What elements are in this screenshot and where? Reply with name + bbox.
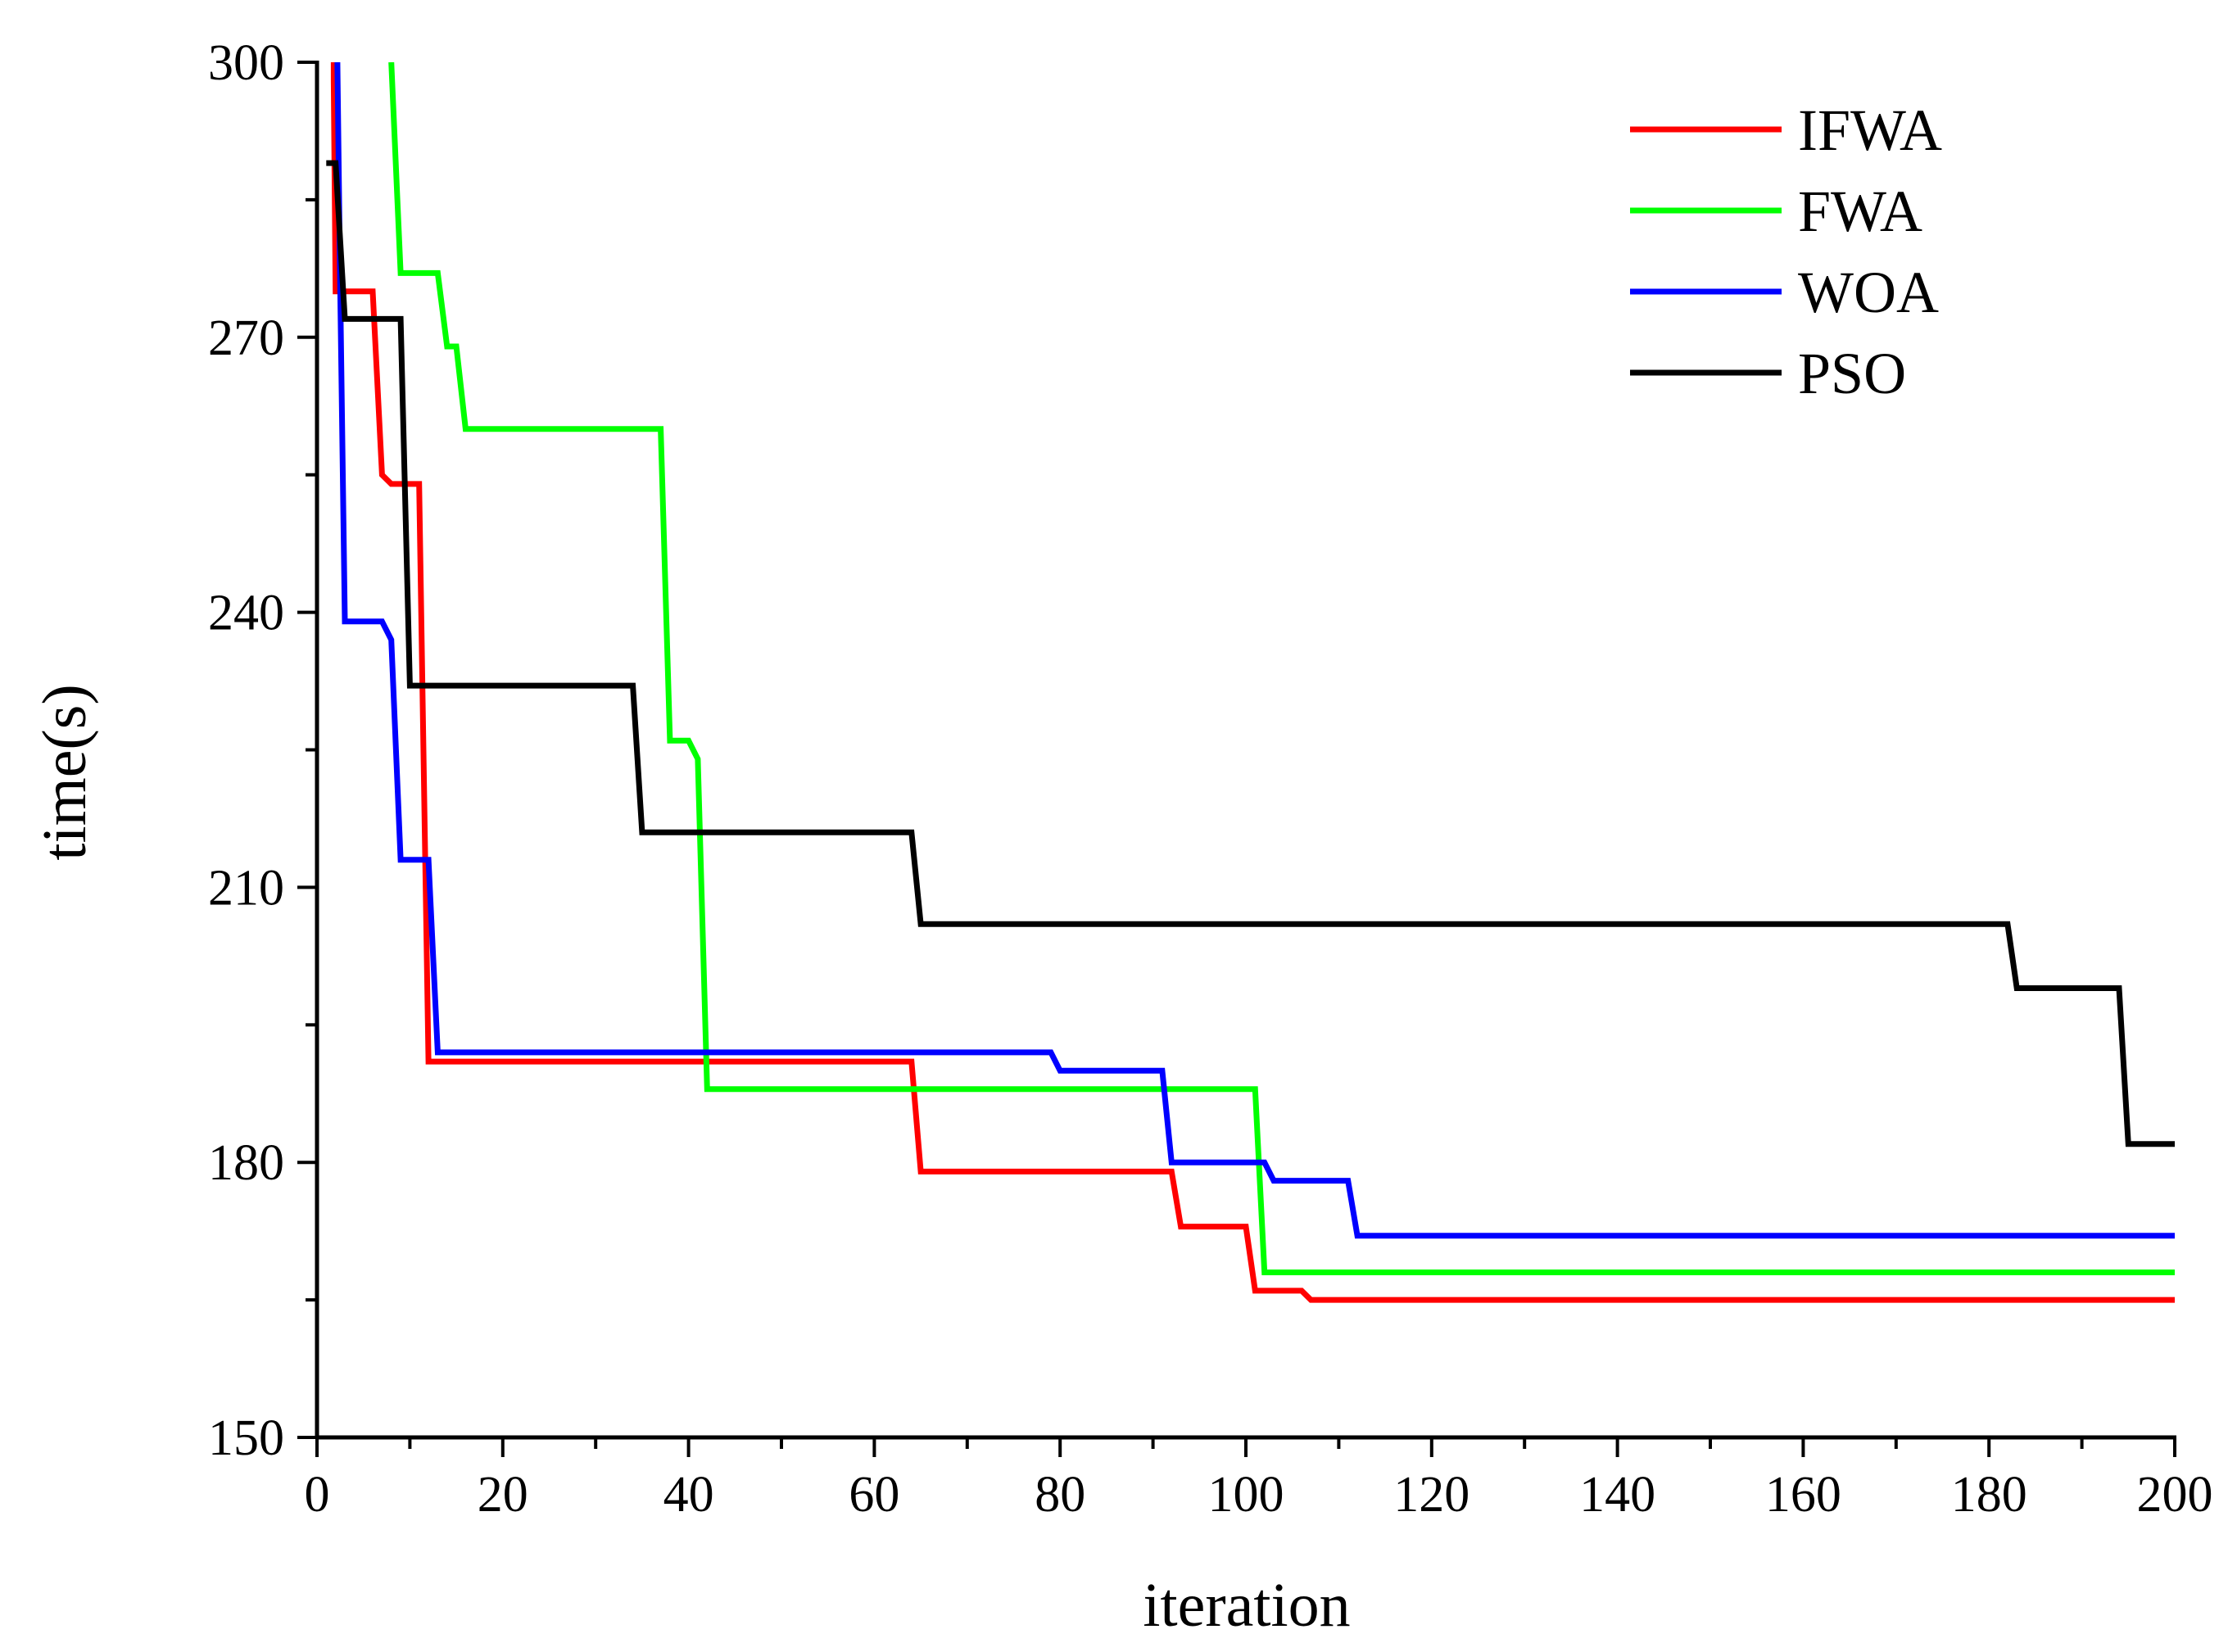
plot-lines bbox=[326, 62, 2175, 1303]
legend-label-pso: PSO bbox=[1798, 341, 1906, 406]
x-tick-label: 120 bbox=[1393, 1467, 1469, 1523]
y-tick-label: 180 bbox=[208, 1135, 284, 1191]
x-tick-label: 0 bbox=[305, 1467, 330, 1523]
x-tick-label: 20 bbox=[478, 1467, 528, 1523]
x-tick-label: 200 bbox=[2137, 1467, 2213, 1523]
axis-ticks: 0 20 40 60 80 100 120 140 160 180 200 150 180 210 240 2… bbox=[208, 35, 2213, 1523]
legend-label-ifwa: IFWA bbox=[1798, 97, 1942, 163]
x-axis-title: iteration bbox=[1143, 1571, 1350, 1640]
y-tick-label: 270 bbox=[208, 310, 284, 366]
x-tick-label: 160 bbox=[1765, 1467, 1841, 1523]
x-tick-label: 100 bbox=[1208, 1467, 1284, 1523]
series-line-pso bbox=[326, 160, 2175, 1147]
y-tick-label: 240 bbox=[208, 586, 284, 641]
legend: IFWA FWA WOA PSO bbox=[1630, 97, 1942, 406]
x-tick-label: 140 bbox=[1579, 1467, 1655, 1523]
legend-label-fwa: FWA bbox=[1798, 179, 1922, 244]
y-tick-label: 210 bbox=[208, 860, 284, 916]
y-axis-title: time(s) bbox=[30, 684, 99, 860]
x-tick-label: 180 bbox=[1951, 1467, 2027, 1523]
series-line-ifwa bbox=[330, 62, 2175, 1303]
y-tick-label: 300 bbox=[208, 35, 284, 91]
x-tick-label: 60 bbox=[849, 1467, 899, 1523]
y-tick-label: 150 bbox=[208, 1410, 284, 1466]
x-tick-label: 40 bbox=[663, 1467, 714, 1523]
x-tick-label: 80 bbox=[1035, 1467, 1085, 1523]
legend-label-woa: WOA bbox=[1798, 260, 1939, 325]
series-line-woa bbox=[334, 62, 2175, 1239]
